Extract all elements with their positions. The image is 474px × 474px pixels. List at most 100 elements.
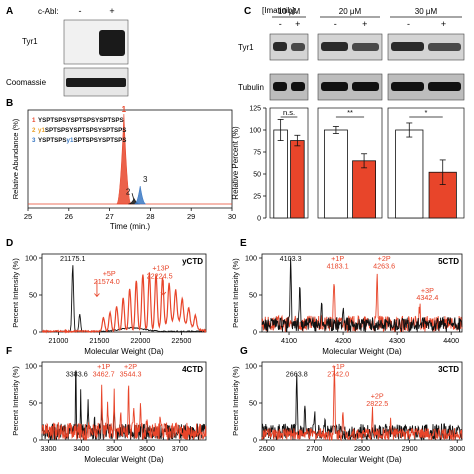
tyr1-label-a: Tyr1 xyxy=(22,37,38,46)
annotation-3CTD-3: +2P xyxy=(371,392,384,401)
tubulin-label: Tubulin xyxy=(238,83,264,92)
imatinib-label: [Imatinib]: xyxy=(262,6,297,15)
ms-chart-5ctd: 4100 4200 4300 4400 0 50 100 Molecular Weight (… xyxy=(231,254,463,356)
trace-unmodified-3CTD xyxy=(261,373,463,441)
y-tick-label-3CTD: 0 xyxy=(253,436,257,445)
annotation-yCTD-0: 21175.1 xyxy=(60,254,85,263)
tyr1-band-plus-1 xyxy=(352,43,379,51)
sig-label-1: ** xyxy=(347,108,353,117)
lane-minus-1: - xyxy=(334,19,337,29)
cabl-plus: + xyxy=(109,6,114,16)
panel-label-b: B xyxy=(6,98,13,109)
arrow-peak-2 xyxy=(131,193,135,201)
x-tick-label-3CTD: 2800 xyxy=(354,444,370,453)
x-tick-label-yCTD: 21500 xyxy=(89,336,109,345)
coomassie-band xyxy=(66,78,126,87)
tyr1-band-plus-2 xyxy=(428,43,461,51)
peptide-mark: y1 xyxy=(67,137,74,144)
tyr1-band-minus-1 xyxy=(321,42,348,51)
y-tick-label-5CTD: 50 xyxy=(249,291,257,300)
x-tick-label-3CTD: 2900 xyxy=(402,444,418,453)
trace-phospho-4CTD xyxy=(41,384,207,441)
bar-facet-frame-0 xyxy=(269,107,309,219)
trace-phospho-3CTD xyxy=(261,365,463,442)
x-tick-label-5CTD: 4200 xyxy=(335,336,351,345)
y-tick-label-4CTD: 100 xyxy=(25,362,37,371)
tyr1-label-c: Tyr1 xyxy=(238,43,254,52)
peptide-prefix: YSPTSPS xyxy=(38,137,67,144)
annotation-4CTD-4: 3544.3 xyxy=(120,369,142,378)
trace-phospho-yCTD xyxy=(41,272,207,334)
x-tick-label-4CTD: 3700 xyxy=(172,444,188,453)
x-axis-label-yCTD: Molecular Weight (Da) xyxy=(84,347,164,356)
annotation-yCTD-3: +13P xyxy=(152,264,169,273)
y-tick-label-3CTD: 100 xyxy=(245,362,257,371)
trace-phospho-5CTD xyxy=(261,257,463,334)
conc-label-1: 20 μM xyxy=(339,7,362,16)
annotation-5CTD-5: +3P xyxy=(421,286,434,295)
ms-chart-4ctd: 3300 3400 3500 3600 3700 0 50 100 Molecular Weig… xyxy=(11,362,207,464)
y-axis-label-b: Relative Abundance (%) xyxy=(11,118,20,199)
y-axis-label-4CTD: Percent Intensity (%) xyxy=(11,366,20,436)
x-tick-label-b: 25 xyxy=(24,212,32,221)
y-tick-label-4CTD: 0 xyxy=(33,436,37,445)
panel-label-d: D xyxy=(6,238,13,249)
control-bar-0 xyxy=(273,129,288,219)
peak-label-2: 2 xyxy=(126,188,131,197)
bar-facet-frame-2 xyxy=(387,107,465,219)
x-tick-label-b: 27 xyxy=(105,212,113,221)
bar-facet-frame-1 xyxy=(317,107,383,219)
lane-minus-2: - xyxy=(407,19,410,29)
lane-plus-1: + xyxy=(362,19,367,29)
annotation-4CTD-1: +1P xyxy=(97,362,110,371)
imatinib-bar-1 xyxy=(352,160,376,219)
y-tick-label-c: 0 xyxy=(257,216,261,223)
annotation-5CTD-3: +2P xyxy=(378,254,391,263)
sig-label-0: n.s. xyxy=(283,108,295,117)
annotation-yCTD-1: +5P xyxy=(103,269,116,278)
x-tick-label-5CTD: 4100 xyxy=(281,336,297,345)
peptide-sequence-1: YSPTSPSYSPTSPSYSPTSPS xyxy=(38,117,124,124)
panel-label-e: E xyxy=(240,238,247,249)
lane-minus-0: - xyxy=(279,19,282,29)
ms-chart-3ctd: 2600 2700 2800 2900 3000 0 50 100 Molecular Weig… xyxy=(231,362,465,465)
peptide-seq: SPTSPSYSPTSPSYSPTSPS xyxy=(45,127,127,134)
x-tick-label-4CTD: 3600 xyxy=(139,444,155,453)
annotation-3CTD-0: 2663.8 xyxy=(286,369,308,378)
annotation-arrowhead-yCTD-1 xyxy=(160,291,167,296)
imatinib-bar-chart: 10 μM- +20 μM- +30 μM- +0255075100125Relati… xyxy=(231,7,465,223)
tubulin-band-plus-1 xyxy=(352,82,379,91)
panel-label-g: G xyxy=(240,346,248,357)
tyr1-band-minus-0 xyxy=(273,42,287,51)
peptide-sequence-3: YSPTSPSy1SPTSPSYSPTSPS xyxy=(38,137,126,144)
plot-frame-b xyxy=(27,109,233,209)
cabl-label: c-Abl: xyxy=(38,7,58,16)
y-tick-label-c: 50 xyxy=(253,172,261,179)
x-tick-label-5CTD: 4300 xyxy=(389,336,405,345)
cabl-minus: - xyxy=(79,6,82,16)
peptide-seq: SPTSPSYSPTSPS xyxy=(73,137,126,144)
x-tick-label-3CTD: 2700 xyxy=(306,444,322,453)
annotation-5CTD-1: +1P xyxy=(331,254,344,263)
tubulin-band-minus-0 xyxy=(273,82,287,91)
x-axis-label-3CTD: Molecular Weight (Da) xyxy=(322,455,402,464)
y-axis-label-3CTD: Percent Intensity (%) xyxy=(231,366,240,436)
conc-label-0: 10 μM xyxy=(278,7,301,16)
chart-title-yCTD: yCTD xyxy=(182,257,203,266)
y-tick-label-c: 125 xyxy=(249,106,261,113)
y-tick-label-3CTD: 50 xyxy=(249,399,257,408)
plot-frame-yCTD xyxy=(41,253,207,333)
x-tick-label-4CTD: 3400 xyxy=(73,444,89,453)
annotation-3CTD-1: +1P xyxy=(332,362,345,371)
y-axis-label-5CTD: Percent Intensity (%) xyxy=(231,258,240,328)
x-axis-label-b: Time (min.) xyxy=(110,222,150,231)
control-bar-1 xyxy=(323,129,348,219)
panel-label-a: A xyxy=(6,6,13,17)
y-tick-label-c: 25 xyxy=(253,194,261,201)
y-tick-label-c: 75 xyxy=(253,150,261,157)
y-tick-label-4CTD: 50 xyxy=(29,399,37,408)
y-axis-label-c: Relative Percent (%) xyxy=(231,126,240,200)
y-tick-label-yCTD: 100 xyxy=(25,254,37,263)
panel-label-f: F xyxy=(6,346,12,357)
annotation-5CTD-2: 4183.1 xyxy=(327,261,349,270)
